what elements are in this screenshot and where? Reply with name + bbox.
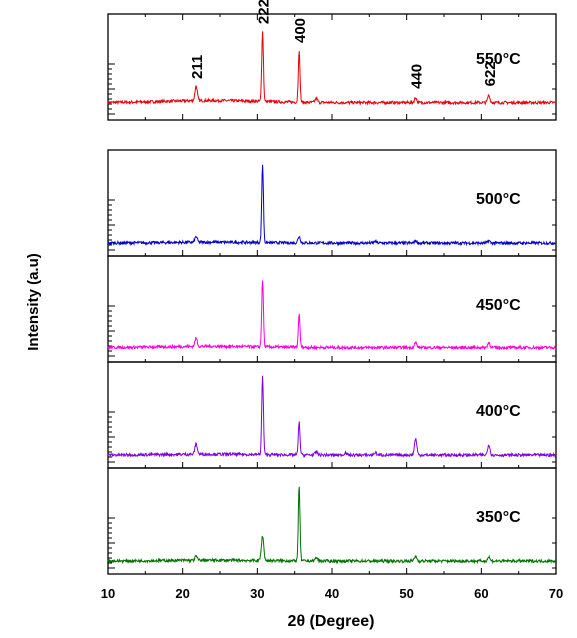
x-tick-label: 10 <box>101 586 115 601</box>
series-label: 400°C <box>476 403 521 420</box>
peak-label: 400 <box>292 18 309 43</box>
series-line-2 <box>107 280 557 351</box>
y-axis-label: Intensity (a.u) <box>25 253 42 351</box>
series-line-3 <box>107 375 557 459</box>
peak-label: 211 <box>189 55 206 79</box>
x-tick-labels: 10 20 30 40 50 60 70 <box>101 586 563 601</box>
peak-label: 222 <box>256 0 273 24</box>
panel-0: 550°C 211 222 400 440 622 <box>107 0 557 121</box>
x-tick-label: 40 <box>325 586 339 601</box>
panels: 550°C 211 222 400 440 622 500°C 450°C 400°C 350°C <box>107 0 557 575</box>
series-line-0 <box>107 31 557 106</box>
x-tick-label: 70 <box>549 586 563 601</box>
series-label: 450°C <box>476 297 521 314</box>
peak-label: 440 <box>409 64 426 89</box>
panel-3: 400°C <box>107 361 557 469</box>
x-tick-label: 30 <box>250 586 264 601</box>
series-line-4 <box>107 486 556 565</box>
x-tick-label: 20 <box>175 586 189 601</box>
panel-2: 450°C <box>107 255 557 363</box>
series-label: 500°C <box>476 191 521 208</box>
peak-label: 622 <box>482 61 499 86</box>
x-tick-label: 60 <box>474 586 488 601</box>
x-tick-label: 50 <box>399 586 413 601</box>
series-label: 350°C <box>476 509 521 526</box>
series-line-1 <box>107 164 557 247</box>
x-axis-label: 2θ (Degree) <box>288 613 375 630</box>
series-label: 550°C <box>476 51 521 68</box>
panel-4: 350°C <box>107 467 557 575</box>
panel-1: 500°C <box>107 149 557 257</box>
